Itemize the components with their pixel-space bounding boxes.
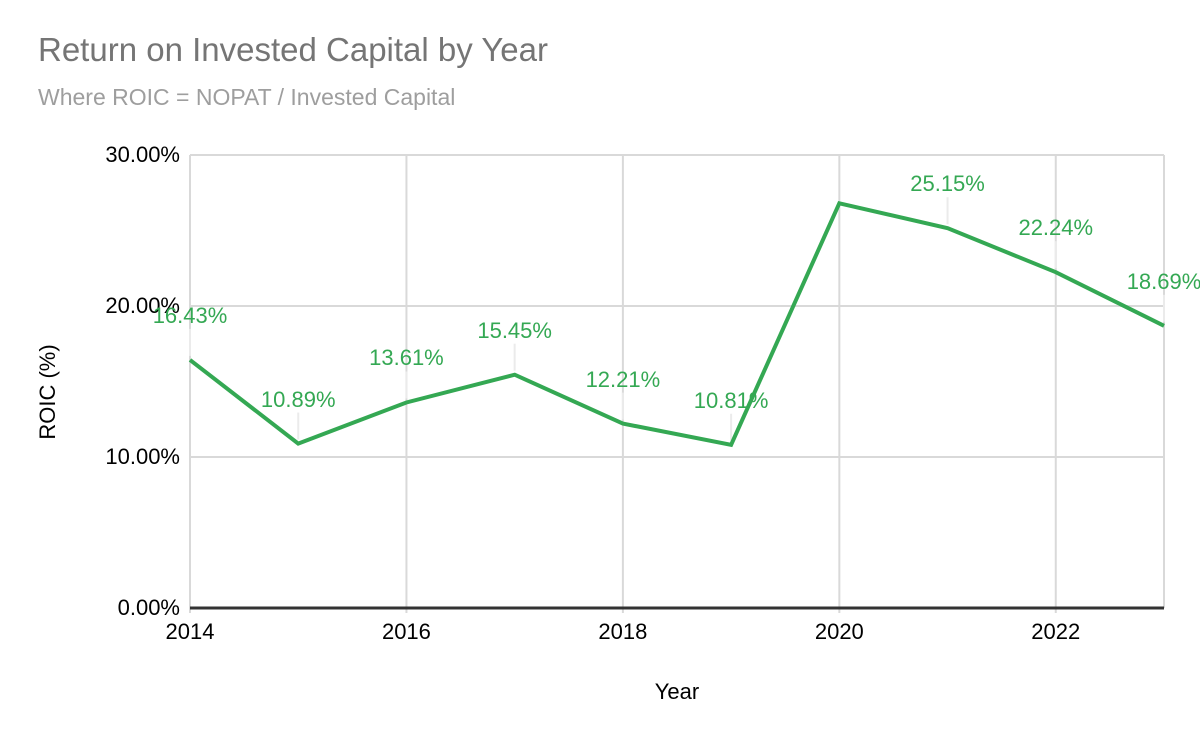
data-label: 13.61% (369, 345, 444, 371)
x-tick-label: 2014 (165, 619, 215, 644)
data-label: 10.89% (260, 386, 336, 412)
data-label: 12.21% (585, 366, 661, 392)
x-axis-title: Year (654, 679, 700, 704)
chart-title: Return on Invested Capital by Year (38, 31, 549, 68)
y-tick-label: 10.00% (105, 444, 180, 469)
x-tick-label: 2016 (381, 619, 431, 644)
data-label: 15.45% (477, 317, 552, 343)
y-tick-label: 30.00% (105, 142, 180, 167)
data-label: 22.24% (1018, 215, 1094, 241)
data-label: 10.81% (693, 387, 769, 413)
x-tick-label: 2018 (598, 619, 648, 644)
y-tick-label: 20.00% (105, 293, 180, 318)
y-tick-label: 0.00% (117, 595, 180, 620)
data-label: 18.69% (1126, 268, 1200, 294)
data-label: 16.43% (152, 302, 228, 328)
data-label: 25.15% (910, 171, 985, 197)
y-axis-title: ROIC (%) (35, 344, 60, 440)
chart-subtitle: Where ROIC = NOPAT / Invested Capital (38, 84, 456, 110)
roic-series-line (188, 200, 1165, 448)
x-tick-label: 2020 (814, 619, 864, 644)
x-tick-label: 2022 (1031, 619, 1081, 644)
